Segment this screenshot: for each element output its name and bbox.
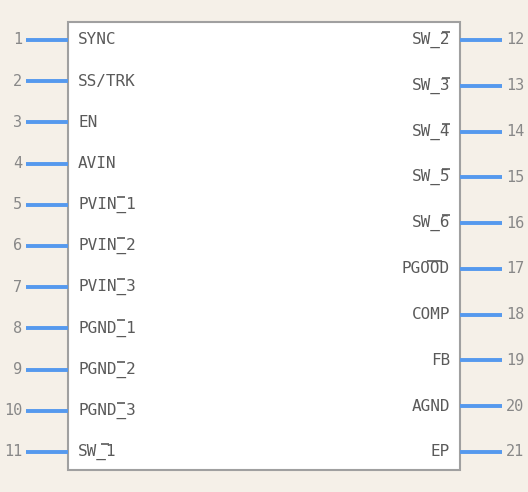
Text: 18: 18 (506, 307, 524, 322)
Text: 19: 19 (506, 353, 524, 368)
Text: 1: 1 (13, 32, 22, 48)
Text: 3: 3 (13, 115, 22, 130)
Text: 21: 21 (506, 444, 524, 460)
Text: FB: FB (431, 353, 450, 368)
Text: AGND: AGND (411, 399, 450, 414)
Text: 6: 6 (13, 239, 22, 253)
Text: 11: 11 (4, 444, 22, 460)
Text: 12: 12 (506, 32, 524, 48)
Text: PVIN_1: PVIN_1 (78, 197, 136, 213)
Text: 4: 4 (13, 156, 22, 171)
Text: 13: 13 (506, 78, 524, 93)
Text: SW_5: SW_5 (411, 169, 450, 185)
Text: SW_3: SW_3 (411, 78, 450, 94)
Text: 5: 5 (13, 197, 22, 213)
Text: EP: EP (431, 444, 450, 460)
Text: 2: 2 (13, 74, 22, 89)
Text: 9: 9 (13, 362, 22, 377)
Text: 14: 14 (506, 124, 524, 139)
Text: 7: 7 (13, 279, 22, 295)
Text: SW_4: SW_4 (411, 123, 450, 140)
Text: PVIN_2: PVIN_2 (78, 238, 136, 254)
Text: SYNC: SYNC (78, 32, 117, 48)
Text: AVIN: AVIN (78, 156, 117, 171)
Text: PGND_1: PGND_1 (78, 320, 136, 337)
Text: EN: EN (78, 115, 97, 130)
Text: COMP: COMP (411, 307, 450, 322)
Text: 20: 20 (506, 399, 524, 414)
Bar (68, 22, 460, 470)
Text: PGOOD: PGOOD (402, 261, 450, 277)
Text: 8: 8 (13, 321, 22, 336)
Text: PVIN_3: PVIN_3 (78, 279, 136, 295)
Text: SW_2: SW_2 (411, 32, 450, 48)
Text: SW_1: SW_1 (78, 444, 117, 460)
Text: 10: 10 (4, 403, 22, 418)
Text: 16: 16 (506, 215, 524, 231)
Text: 15: 15 (506, 170, 524, 185)
Text: 17: 17 (506, 261, 524, 277)
Text: PGND_3: PGND_3 (78, 402, 136, 419)
Text: PGND_2: PGND_2 (78, 362, 136, 378)
Text: SS/TRK: SS/TRK (78, 74, 136, 89)
Text: SW_6: SW_6 (411, 215, 450, 231)
